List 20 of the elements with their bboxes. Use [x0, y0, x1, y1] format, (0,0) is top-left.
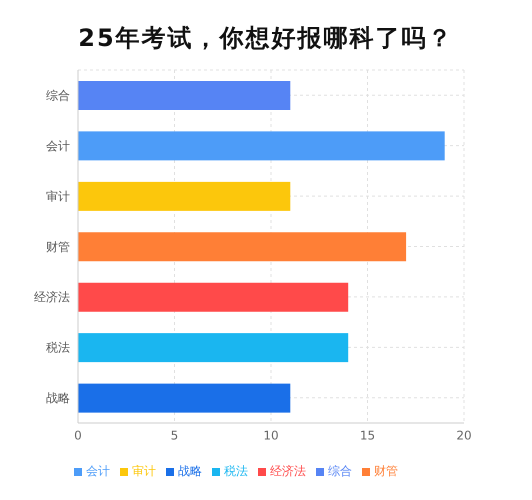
x-tick-label: 0 [74, 428, 82, 443]
legend-label: 审计 [132, 464, 156, 478]
y-tick-label: 战略 [46, 391, 70, 406]
x-tick-label: 20 [456, 428, 472, 443]
legend-label: 经济法 [270, 464, 306, 478]
x-tick-label: 10 [263, 428, 279, 443]
y-tick-label: 审计 [46, 189, 70, 204]
legend-label: 战略 [178, 464, 202, 478]
y-tick-label: 会计 [46, 138, 70, 153]
y-tick-label: 经济法 [34, 290, 70, 304]
legend-label: 会计 [86, 464, 110, 478]
legend-label: 税法 [224, 464, 248, 478]
legend-label: 综合 [328, 464, 352, 478]
x-tick-label: 15 [360, 428, 376, 443]
y-tick-label: 财管 [46, 240, 70, 254]
y-tick-label: 综合 [46, 88, 70, 102]
x-tick-label: 5 [170, 428, 178, 443]
chart-title: 25年考试，你想好报哪科了吗？ [77, 23, 455, 54]
legend-label: 财管 [374, 464, 398, 478]
y-tick-label: 税法 [46, 340, 70, 355]
